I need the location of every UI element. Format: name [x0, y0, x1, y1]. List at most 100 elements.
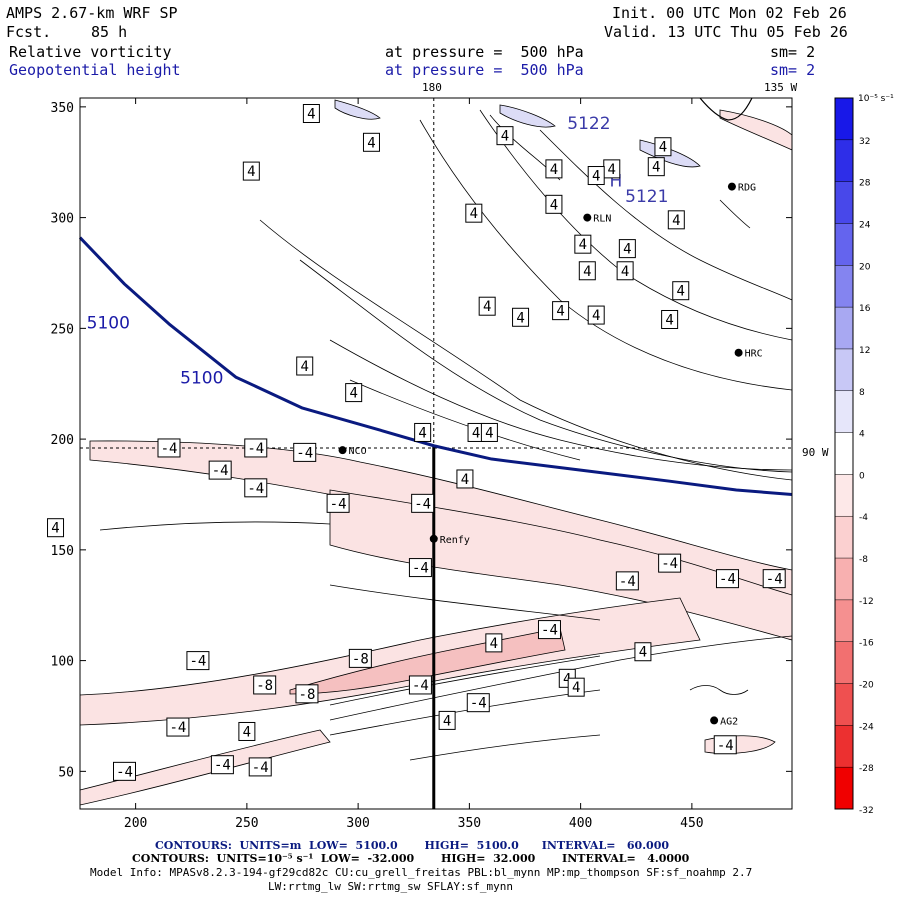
y-tick-label: 350	[51, 101, 74, 116]
contour-value-label: 4	[618, 239, 636, 259]
meridian-180-label: 180	[422, 81, 442, 94]
contour-label-box	[345, 383, 363, 403]
pos-patch-2	[499, 104, 556, 128]
contour-label-text: 4	[418, 425, 426, 441]
contour-label-box	[480, 422, 498, 442]
colorbar-tick-label: 4	[859, 430, 865, 440]
contour-label-box	[113, 761, 136, 781]
contour-label-text: 4	[652, 160, 660, 176]
contour-value-label: -8	[253, 675, 277, 695]
contour-label-text: 4	[672, 213, 680, 229]
contour-label-box	[186, 651, 210, 671]
y-tick-label: 250	[51, 322, 74, 337]
colorbar-tick-label: -8	[859, 555, 868, 565]
station-label: HRC	[745, 349, 763, 360]
contour-label-text: 4	[579, 237, 587, 253]
valid-time: Valid. 13 UTC Thu 05 Feb 26	[604, 23, 848, 41]
contour-value-label: -4	[411, 493, 435, 513]
contour-label-box	[478, 296, 496, 316]
contour-label-box	[574, 234, 592, 254]
contour-label-text: 4	[665, 312, 673, 328]
contour-value-label: -4	[208, 460, 232, 480]
contour-label-text: 4	[51, 521, 59, 537]
colorbar-segment	[835, 181, 853, 224]
contour-label-box	[587, 166, 605, 186]
contour-label-text: 4	[443, 713, 451, 729]
contour-label-box	[293, 442, 317, 462]
contour-label-text: -4	[189, 654, 206, 670]
contour-value-label: 4	[654, 137, 672, 157]
contour-label-box	[411, 493, 435, 513]
contour-value-label: 4	[545, 194, 563, 214]
contour-label-text: -4	[414, 496, 431, 512]
contour-label-box	[253, 675, 277, 695]
station-dot	[338, 446, 347, 455]
contour-label-box	[762, 569, 786, 589]
contour-value-label: -4	[293, 442, 317, 462]
contour-label-text: 4	[659, 140, 667, 156]
contour-label-text: 4	[592, 169, 600, 185]
contour-label-text: -4	[541, 623, 558, 639]
contour-label-box	[672, 281, 690, 301]
contour-label-text: -4	[212, 463, 229, 479]
contour-label-box	[647, 157, 665, 177]
contour-label-box	[713, 735, 737, 755]
contour-value-label: 4	[296, 356, 314, 376]
contour-value-label: 4	[512, 307, 530, 327]
contour-label-box	[208, 460, 232, 480]
axis-ticks: 200 250 300 350 400 450 50 100 150 200 250 300 350	[51, 98, 792, 831]
pos-patch-1	[334, 99, 381, 120]
contour-value-label: 4	[574, 234, 592, 254]
contour-value-label: -4	[615, 571, 639, 591]
colorbar: 32 28 24 20 16 12 8 4 0 -4 -8 -12 -16 -20 -24 -28 -32	[834, 97, 874, 816]
station-label: RLN	[593, 214, 611, 225]
colorbar-segment	[835, 98, 853, 141]
station-dot	[429, 534, 438, 543]
contour-label-text: -4	[296, 445, 313, 461]
contour-label-text: 4	[556, 304, 564, 320]
contour-value-label: 4	[465, 203, 483, 223]
contour-label-box	[715, 569, 739, 589]
contour-value-label: -4	[408, 558, 432, 578]
y-tick-label: 150	[51, 544, 74, 559]
height-contour-label: 5100	[180, 369, 223, 389]
contour-label-box	[438, 710, 456, 730]
contour-label-box	[512, 307, 530, 327]
contour-label-box	[238, 721, 256, 741]
contour-label-text: -4	[247, 441, 264, 457]
contour-label-box	[414, 422, 432, 442]
colorbar-segment	[835, 432, 853, 475]
contour-label-box	[326, 493, 350, 513]
contour-label-box	[465, 203, 483, 223]
contour-label-text: 4	[550, 162, 558, 178]
colorbar-tick-label: 16	[859, 304, 871, 314]
contour-value-label: -4	[157, 438, 181, 458]
colorbar-tick-label: 32	[859, 137, 870, 147]
colorbar-tick-label: 12	[859, 346, 870, 356]
meridian-135w-label: 135 W	[764, 81, 797, 94]
station-dot	[734, 348, 743, 357]
colorbar-tick-label: 8	[859, 388, 865, 398]
contour-label-box	[295, 684, 319, 704]
x-tick-label: 350	[458, 816, 481, 831]
station-label: Renfy	[440, 535, 470, 546]
colorbar-segment	[835, 348, 853, 392]
contour-label-text: -4	[161, 441, 178, 457]
model-title: AMPS 2.67-km WRF SP	[6, 4, 178, 22]
init-time: Init. 00 UTC Mon 02 Feb 26	[612, 4, 847, 22]
contour-value-label: -4	[537, 620, 561, 640]
smoothing-geopotential: sm= 2	[770, 61, 816, 79]
stations-layer: NCO Renfy RLN RDG HRC AG2	[338, 182, 763, 727]
height-extremum-label: 5121	[625, 187, 668, 207]
contour-value-label: 4	[485, 633, 503, 653]
contour-label-text: -8	[299, 687, 316, 703]
contour-label-box	[667, 210, 685, 230]
colorbar-tick-label: 28	[859, 179, 871, 189]
positive-contours	[99, 109, 792, 761]
contour-label-box	[362, 132, 380, 152]
neg-patch-ne	[719, 109, 792, 151]
contour-value-label: 4	[47, 518, 65, 538]
contour-value-label: -4	[466, 693, 490, 713]
colorbar-tick-label: -28	[859, 764, 874, 774]
